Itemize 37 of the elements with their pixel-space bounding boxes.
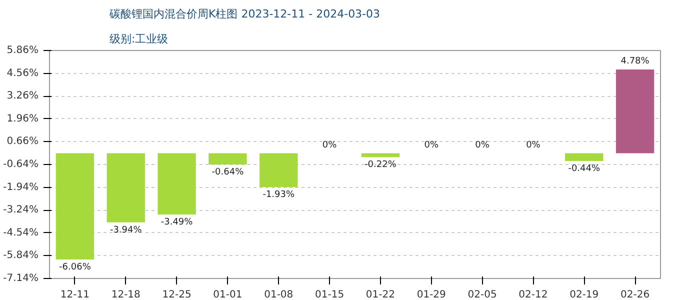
x-tick-label: 02-12 (518, 290, 548, 300)
data-label: -0.64% (212, 168, 244, 178)
data-label: 4.78% (620, 56, 650, 66)
y-tick-label: -5.84% (3, 250, 39, 262)
x-tick-label: 01-15 (315, 290, 344, 300)
y-tick-label: 3.26% (6, 90, 39, 102)
y-tick-label: -0.64% (3, 159, 39, 170)
data-label: -0.44% (568, 164, 600, 174)
chart-subtitle: 级别:工业级 (110, 32, 168, 46)
y-tick-label: 4.56% (6, 68, 39, 79)
x-tick-label: 12-11 (60, 290, 90, 300)
data-label: -1.93% (262, 190, 295, 200)
y-tick-label: -3.24% (3, 204, 39, 216)
x-tick-label: 02-26 (620, 290, 650, 300)
y-tick-label: -1.94% (3, 182, 39, 193)
y-tick-label: 0.66% (6, 136, 39, 148)
data-label: -3.49% (160, 217, 194, 228)
data-label: 0% (322, 140, 338, 150)
y-tick-label: 1.96% (6, 113, 39, 124)
y-tick-label: -4.54% (3, 227, 39, 238)
y-tick-label: 5.86% (6, 45, 39, 56)
data-label: -0.22% (364, 160, 397, 170)
x-tick-label: 01-22 (366, 290, 395, 300)
x-tick-label: 02-19 (570, 290, 599, 300)
x-tick-label: 01-08 (264, 290, 294, 300)
data-label: 0% (526, 140, 541, 150)
x-tick-label: 02-05 (468, 290, 497, 300)
x-tick-label: 12-18 (111, 290, 140, 300)
x-tick-label: 01-29 (416, 290, 446, 300)
data-label: -6.06% (59, 262, 92, 273)
data-label: -3.94% (110, 225, 142, 236)
chart-title: 碳酸锂国内混合价周K柱图 2023-12-11 - 2024-03-03 (108, 8, 380, 20)
y-tick-label: -7.14% (3, 273, 39, 284)
data-label: 0% (424, 140, 439, 150)
x-tick-label: 01-01 (213, 290, 242, 300)
data-label: 0% (475, 140, 490, 150)
x-tick-label: 12-25 (162, 290, 192, 300)
